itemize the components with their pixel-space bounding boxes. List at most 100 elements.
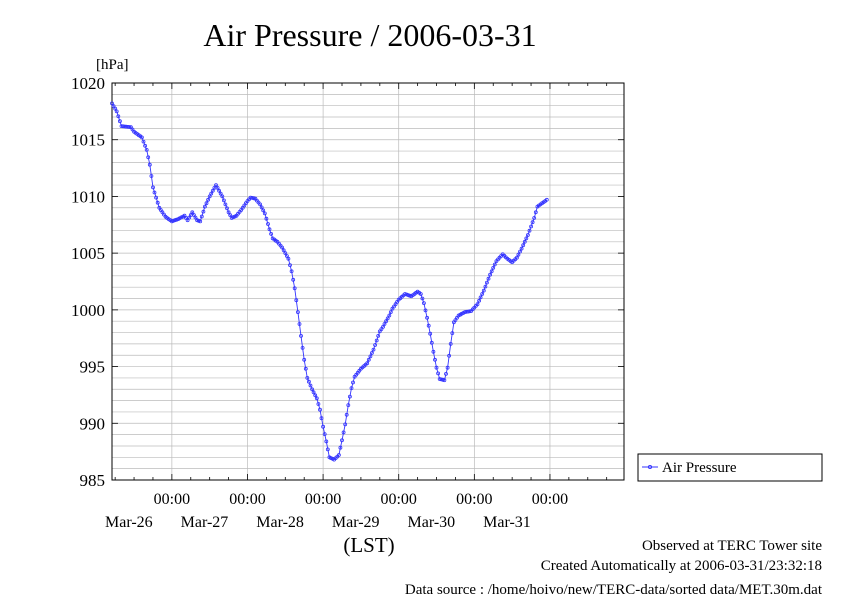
- data-point: [336, 453, 341, 457]
- data-point: [291, 277, 296, 282]
- series-line: [111, 103, 548, 461]
- data-point: [209, 191, 214, 196]
- data-point: [418, 292, 423, 296]
- data-point: [303, 366, 308, 371]
- y-tick-label: 995: [80, 358, 106, 377]
- data-point: [217, 188, 222, 193]
- y-tick-label: 985: [80, 471, 106, 490]
- data-point: [261, 208, 266, 213]
- data-point: [440, 377, 445, 382]
- data-point: [382, 322, 387, 326]
- data-point: [447, 353, 452, 358]
- y-tick-label: 990: [80, 414, 106, 433]
- data-point: [421, 301, 426, 306]
- data-point: [343, 422, 348, 427]
- x-tick-label-date: Mar-29: [332, 514, 380, 531]
- data-point: [118, 119, 122, 124]
- data-point: [127, 125, 132, 129]
- data-point: [226, 210, 231, 215]
- data-point: [448, 341, 453, 346]
- data-point: [144, 147, 149, 152]
- data-point: [376, 333, 381, 338]
- x-tick-label-time: 00:00: [305, 491, 341, 508]
- data-point: [308, 383, 313, 388]
- data-point: [516, 252, 521, 257]
- data-point: [149, 174, 154, 178]
- data-point: [530, 220, 535, 225]
- data-point: [187, 215, 192, 220]
- data-point: [316, 402, 321, 406]
- footer-observed: Observed at TERC Tower site: [642, 538, 822, 554]
- legend-box: [637, 453, 823, 482]
- x-tick-labels: 00:00Mar-2600:00Mar-2700:00Mar-2800:00Ma…: [105, 491, 568, 531]
- data-point: [488, 272, 493, 277]
- data-point: [351, 380, 355, 385]
- data-point: [442, 378, 447, 383]
- y-tick-label: 1010: [71, 187, 105, 206]
- data-point: [288, 263, 292, 268]
- data-point: [384, 319, 389, 324]
- data-point: [113, 106, 118, 111]
- x-tick-label-date: Mar-26: [105, 514, 153, 531]
- data-point: [319, 416, 324, 421]
- x-tick-label-time: 00:00: [456, 491, 492, 508]
- data-point: [349, 386, 354, 391]
- x-tick-label-date: Mar-28: [256, 514, 304, 531]
- data-point: [193, 215, 198, 220]
- data-point: [210, 188, 215, 193]
- data-point: [346, 403, 351, 408]
- data-point: [544, 197, 549, 202]
- chart-title: Air Pressure / 2006-03-31: [203, 17, 536, 53]
- series-air-pressure: [110, 101, 549, 462]
- data-point: [269, 231, 274, 236]
- x-tick-label-time: 00:00: [532, 491, 568, 508]
- data-point: [251, 196, 256, 201]
- legend-label: Air Pressure: [662, 460, 737, 476]
- data-point: [280, 245, 285, 250]
- data-point: [325, 447, 330, 452]
- x-tick-label-date: Mar-27: [181, 514, 229, 531]
- data-point: [475, 302, 480, 307]
- data-point: [532, 216, 537, 220]
- data-point: [198, 219, 203, 224]
- data-point: [480, 292, 485, 296]
- data-point: [484, 280, 489, 285]
- data-point: [385, 316, 390, 321]
- data-point: [340, 438, 344, 443]
- data-point: [420, 296, 425, 301]
- x-axis-label: (LST): [343, 533, 394, 557]
- data-point: [220, 194, 225, 199]
- data-point: [152, 190, 157, 195]
- data-point: [368, 354, 373, 359]
- data-point: [215, 185, 220, 190]
- data-point: [305, 375, 310, 380]
- data-point: [381, 324, 385, 329]
- data-point: [207, 194, 212, 199]
- data-point: [478, 295, 483, 300]
- data-point: [190, 210, 195, 215]
- data-point: [141, 139, 146, 144]
- data-point: [151, 185, 155, 190]
- data-point: [310, 387, 315, 392]
- y-axis-unit: [hPa]: [96, 57, 129, 73]
- data-point: [450, 331, 455, 336]
- data-point: [477, 298, 482, 303]
- data-point: [185, 218, 190, 223]
- data-point: [139, 135, 144, 140]
- data-point: [426, 323, 431, 328]
- data-point: [218, 191, 223, 196]
- data-point: [481, 288, 486, 293]
- data-point: [292, 286, 297, 291]
- data-point: [267, 227, 272, 232]
- data-point: [369, 351, 374, 355]
- data-point: [306, 379, 311, 384]
- data-point: [486, 276, 491, 281]
- data-point: [521, 243, 526, 248]
- data-point: [322, 432, 327, 437]
- data-point: [527, 228, 532, 233]
- data-point: [522, 239, 527, 244]
- data-point: [434, 365, 439, 370]
- data-point: [491, 265, 496, 270]
- footer-created: Created Automatically at 2006-03-31/23:3…: [541, 558, 822, 574]
- data-point: [429, 340, 434, 345]
